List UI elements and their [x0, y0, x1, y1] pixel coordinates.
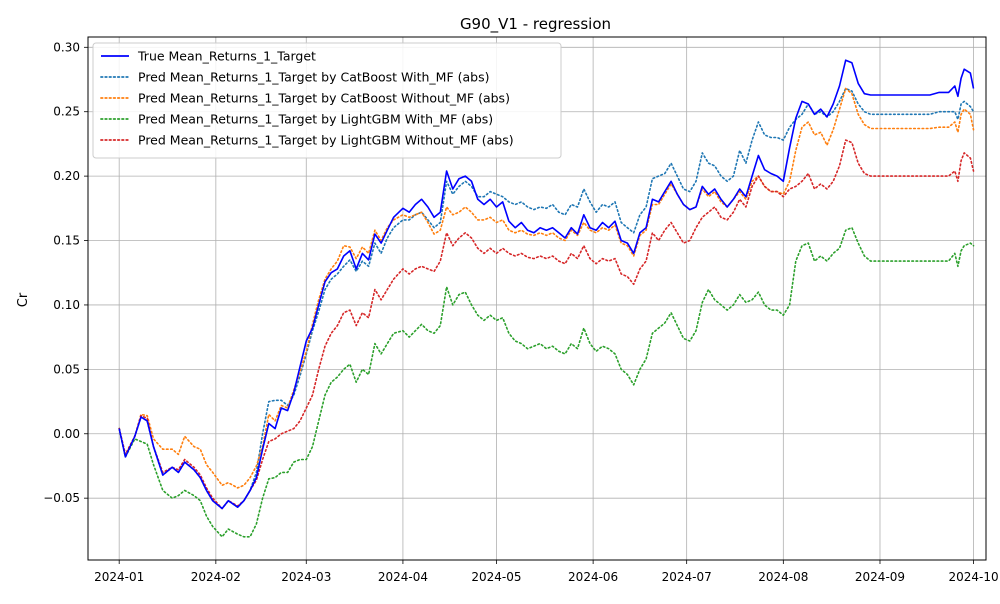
legend: True Mean_Returns_1_Target Pred Mean_Retu… — [92, 42, 562, 159]
x-tick-label: 2024-10 — [948, 570, 998, 584]
x-tick-label: 2024-02 — [191, 570, 241, 584]
x-tick-label: 2024-06 — [568, 570, 618, 584]
x-tick-label: 2024-05 — [471, 570, 521, 584]
y-tick-label: 0.00 — [53, 427, 80, 441]
series-line-1 — [118, 59, 975, 510]
legend-entry: Pred Mean_Returns_1_Target by CatBoost W… — [138, 91, 510, 106]
legend-entry: Pred Mean_Returns_1_Target by CatBoost W… — [138, 70, 489, 85]
legend-entry: True Mean_Returns_1_Target — [137, 49, 316, 64]
x-axis: 2024-01 2024-02 2024-03 2024-04 2024-05 2024-… — [94, 560, 999, 584]
x-tick-label: 2024-03 — [281, 570, 331, 584]
y-tick-label: 0.05 — [53, 362, 80, 376]
x-tick-label: 2024-07 — [662, 570, 712, 584]
y-tick-label: 0.30 — [53, 40, 80, 54]
y-axis-label: Cr — [16, 292, 31, 307]
y-tick-label: −0.05 — [43, 491, 80, 505]
x-tick-label: 2024-01 — [94, 570, 144, 584]
series-line-4 — [118, 226, 975, 538]
y-tick-label: 0.10 — [53, 298, 80, 312]
y-tick-label: 0.15 — [53, 234, 80, 248]
chart-title: G90_V1 - regression — [460, 15, 611, 34]
series-line-3 — [118, 87, 975, 489]
legend-entry: Pred Mean_Returns_1_Target by LightGBM W… — [138, 112, 493, 127]
x-tick-label: 2024-09 — [855, 570, 905, 584]
legend-entry: Pred Mean_Returns_1_Target by LightGBM W… — [138, 133, 514, 148]
x-tick-label: 2024-08 — [758, 570, 808, 584]
series-lines — [118, 59, 975, 538]
series-line-5 — [118, 139, 975, 510]
x-tick-label: 2024-04 — [378, 570, 428, 584]
legend-box — [92, 42, 562, 159]
series-line-2 — [118, 87, 975, 510]
y-axis: −0.05 0.00 0.05 0.10 0.15 0.20 0.25 0.30 — [43, 40, 88, 505]
plot-frame — [87, 36, 987, 561]
y-tick-label: 0.25 — [53, 105, 80, 119]
y-tick-label: 0.20 — [53, 169, 80, 183]
